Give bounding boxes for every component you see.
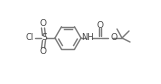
Text: O: O — [39, 47, 47, 57]
Text: O: O — [96, 20, 104, 29]
Text: O: O — [111, 34, 118, 43]
Text: S: S — [41, 34, 47, 43]
Text: O: O — [39, 19, 47, 28]
Text: Cl: Cl — [26, 34, 34, 43]
Text: NH: NH — [82, 34, 94, 43]
